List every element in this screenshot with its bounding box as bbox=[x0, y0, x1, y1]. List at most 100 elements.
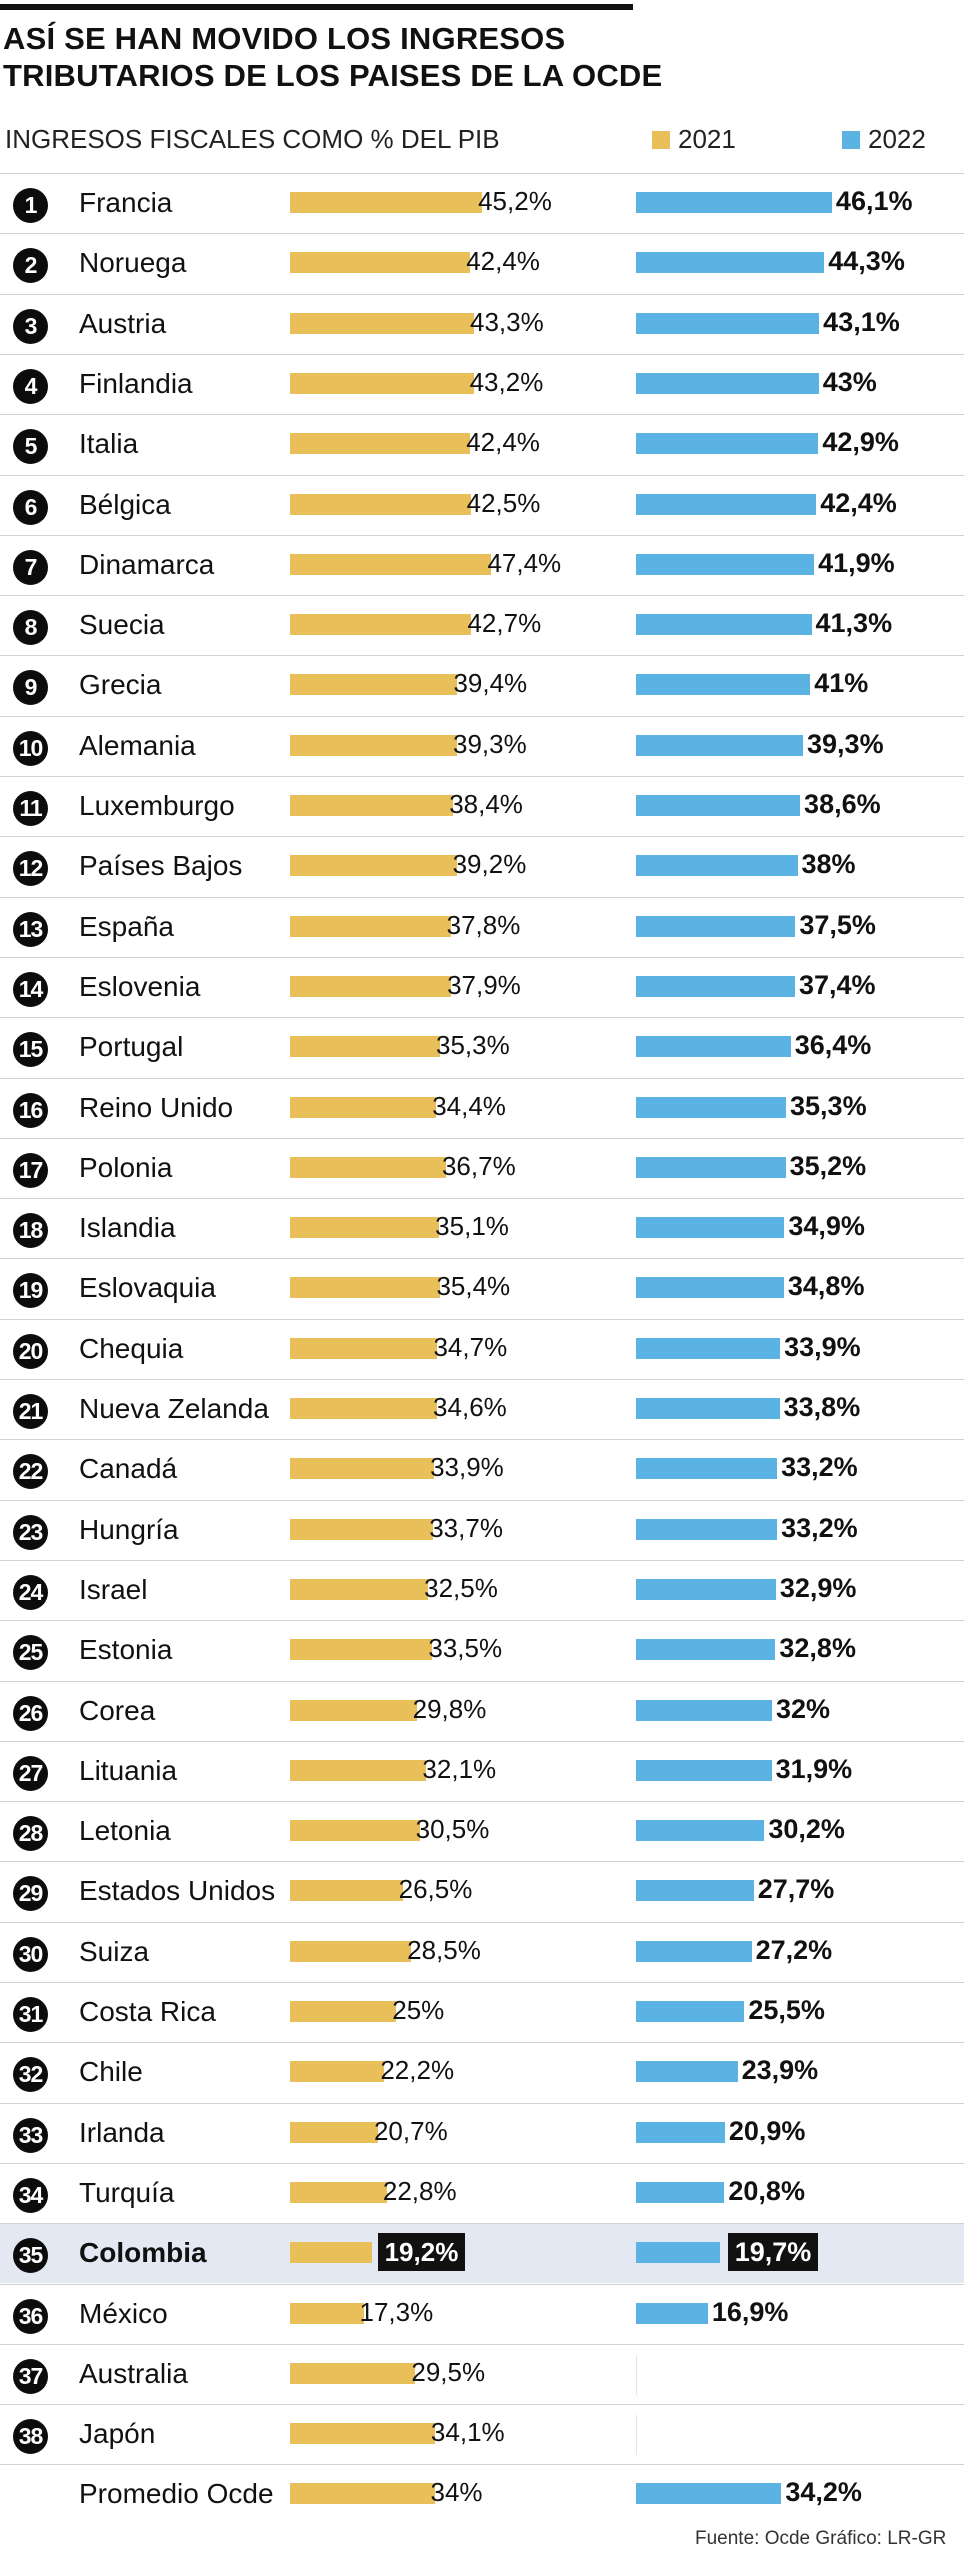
bar-2022 bbox=[636, 975, 795, 997]
bar-2022 bbox=[636, 1940, 752, 1962]
bar-2021 bbox=[290, 372, 474, 394]
value-label-2022: 42,9% bbox=[822, 427, 899, 458]
bar-2022 bbox=[636, 493, 817, 515]
country-label: Corea bbox=[79, 1694, 156, 1726]
value-label-2022: 20,9% bbox=[728, 2115, 806, 2146]
value-label-2021: 42,4% bbox=[466, 427, 540, 458]
rank-badge: 20 bbox=[13, 1333, 48, 1369]
country-label: Eslovaquia bbox=[79, 1272, 216, 1304]
rank-badge: 3 bbox=[13, 308, 48, 344]
chart-title: ASÍ SE HAN MOVIDO LOS INGRESOS TRIBUTARI… bbox=[3, 20, 903, 94]
bar-2022 bbox=[636, 1518, 778, 1540]
bar-2021 bbox=[290, 2302, 364, 2324]
country-label: Estados Unidos bbox=[79, 1875, 276, 1907]
chart-row: 26 Corea 29,8% 32% bbox=[0, 1680, 964, 1741]
country-label: Costa Rica bbox=[79, 1996, 216, 2027]
country-label: Noruega bbox=[79, 247, 187, 279]
chart-row: 8 Suecia 42,7% 41,3% bbox=[0, 595, 964, 655]
legend-swatch-2021 bbox=[652, 130, 670, 149]
rank-badge: 18 bbox=[13, 1213, 48, 1249]
bar-2022 bbox=[636, 2181, 725, 2203]
country-label: Suecia bbox=[79, 609, 165, 641]
rank-badge: 32 bbox=[13, 2057, 48, 2093]
value-label-2021: 32,5% bbox=[424, 1572, 498, 1603]
bar-2022 bbox=[636, 1096, 787, 1118]
value-label-2022: 32,8% bbox=[779, 1633, 856, 1664]
value-label-2021: 42,4% bbox=[466, 246, 540, 277]
bar-2021 bbox=[290, 1337, 438, 1359]
bar-2021 bbox=[290, 2423, 435, 2445]
value-label-2021: 30,5% bbox=[415, 1814, 490, 1845]
legend-label-2021: 2021 bbox=[678, 124, 736, 154]
value-label-2021: 17,3% bbox=[359, 2296, 434, 2327]
value-label-2022: 34,9% bbox=[788, 1211, 865, 1242]
bar-2022 bbox=[636, 734, 804, 756]
country-label: Bélgica bbox=[79, 488, 171, 520]
chart-row: 21 Nueva Zelanda 34,6% 33,8% bbox=[0, 1379, 964, 1439]
rank-badge: 4 bbox=[13, 368, 48, 404]
value-label-2021: 34,6% bbox=[433, 1392, 507, 1422]
chart-row: 10 Alemania 39,3% 39,3% bbox=[0, 715, 964, 776]
title-line-1: ASÍ SE HAN MOVIDO LOS INGRESOS bbox=[3, 21, 566, 56]
bar-2022 bbox=[636, 372, 819, 394]
bar-2021 bbox=[290, 1217, 440, 1239]
value-label-2022: 39,3% bbox=[807, 728, 884, 759]
bar-2021 bbox=[290, 734, 458, 756]
value-label-2022: 35,3% bbox=[790, 1090, 867, 1121]
value-label-2022: 32% bbox=[776, 1693, 831, 1724]
chart-row: 11 Luxemburgo 38,4% 38,6% bbox=[0, 776, 964, 836]
value-label-2021: 34,4% bbox=[432, 1090, 506, 1121]
bar-2022 bbox=[636, 252, 825, 274]
value-label-2021: 47,4% bbox=[487, 547, 562, 578]
chart-row: 15 Portugal 35,3% 36,4% bbox=[0, 1017, 964, 1077]
bar-2021 bbox=[290, 1880, 403, 1902]
value-label-2021: 29,8% bbox=[412, 1693, 487, 1724]
bar-2022 bbox=[636, 1277, 784, 1299]
country-label: Letonia bbox=[79, 1815, 171, 1847]
rank-badge: 31 bbox=[13, 1997, 48, 2032]
rank-badge: 10 bbox=[13, 730, 48, 766]
country-label: Australia bbox=[79, 2357, 188, 2389]
country-label: Luxemburgo bbox=[79, 790, 235, 821]
rank-badge: 27 bbox=[13, 1755, 48, 1791]
value-label-2021: 22,2% bbox=[380, 2055, 455, 2086]
country-label: Promedio Ocde bbox=[79, 2478, 274, 2510]
country-label: Canadá bbox=[79, 1453, 178, 1485]
value-label-2021: 32,1% bbox=[422, 1753, 497, 1784]
chart-subtitle: INGRESOS FISCALES COMO % DEL PIB bbox=[5, 124, 500, 154]
chart-row: 2 Noruega 42,4% 44,3% bbox=[0, 233, 964, 293]
country-label: Francia bbox=[79, 187, 173, 218]
chart-row: 30 Suiza 28,5% 27,2% bbox=[0, 1921, 964, 1982]
bar-2021 bbox=[290, 1096, 437, 1118]
bar-2022 bbox=[636, 553, 815, 575]
bar-2022 bbox=[636, 433, 819, 455]
country-label: Turquía bbox=[79, 2176, 175, 2208]
value-label-2021: 39,4% bbox=[453, 668, 528, 699]
country-label: Alemania bbox=[79, 729, 196, 761]
value-label-2022: 27,2% bbox=[755, 1934, 833, 1965]
bar-2021 bbox=[290, 795, 454, 816]
rank-badge: 7 bbox=[13, 549, 48, 585]
rank-badge: 19 bbox=[13, 1273, 48, 1309]
bar-2021 bbox=[290, 2181, 387, 2203]
value-label-2021: 25% bbox=[392, 1995, 445, 2025]
chart-row: 34 Turquía 22,8% 20,8% bbox=[0, 2162, 964, 2223]
country-label: Grecia bbox=[79, 669, 162, 701]
chart-row: 23 Hungría 33,7% 33,2% bbox=[0, 1499, 964, 1560]
empty-2022-marker bbox=[636, 2354, 637, 2395]
chart-row: 28 Letonia 30,5% 30,2% bbox=[0, 1801, 964, 1861]
rank-badge: 1 bbox=[13, 188, 48, 223]
rank-badge: 6 bbox=[13, 489, 48, 525]
bar-2021 bbox=[290, 2001, 397, 2022]
rank-badge: 9 bbox=[13, 670, 48, 706]
value-label-2022: 20,8% bbox=[728, 2175, 805, 2206]
value-label-2022: 19,7% bbox=[727, 2233, 819, 2272]
bar-2022 bbox=[636, 2242, 720, 2264]
value-label-2022: 44,3% bbox=[828, 246, 905, 277]
country-label: Austria bbox=[79, 307, 167, 339]
value-label-2021: 42,5% bbox=[466, 487, 541, 518]
bar-2021 bbox=[290, 2061, 385, 2083]
bar-2021 bbox=[290, 1156, 446, 1178]
value-label-2021: 43,3% bbox=[470, 306, 544, 337]
chart-row: 24 Israel 32,5% 32,9% bbox=[0, 1559, 964, 1620]
